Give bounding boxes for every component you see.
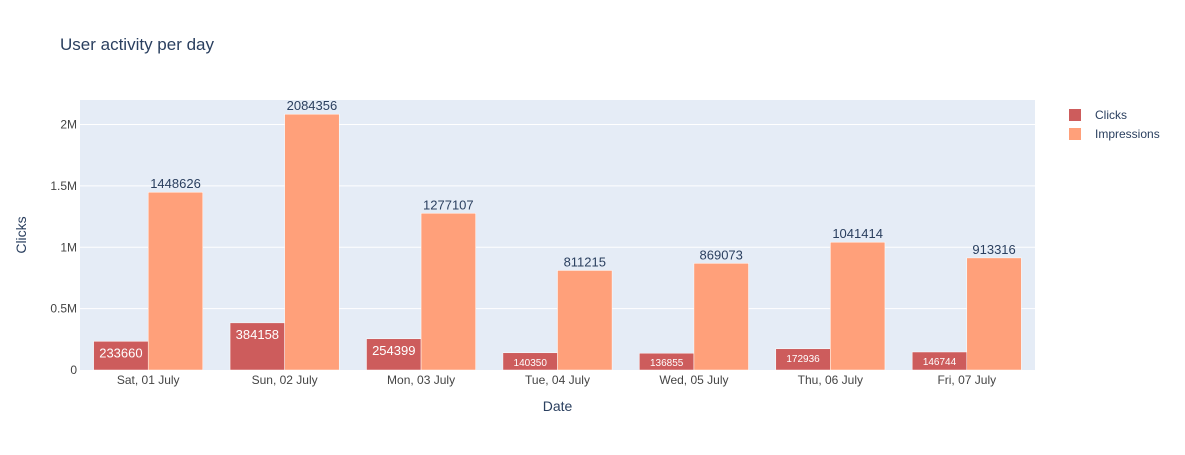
- y-tick-label: 0.5M: [50, 302, 77, 316]
- legend-item-clicks[interactable]: Clicks: [1069, 108, 1127, 122]
- bar-impressions-6: [830, 241, 886, 371]
- data-label-clicks: 140350: [514, 358, 548, 369]
- x-axis-title: Date: [543, 398, 573, 414]
- y-tick-label: 1.5M: [50, 179, 77, 193]
- y-tick-label: 0: [70, 363, 77, 377]
- data-label-impressions: 1277107: [423, 197, 474, 212]
- data-label-impressions: 913316: [972, 242, 1015, 257]
- x-tick-label: Thu, 06 July: [798, 373, 863, 387]
- x-tick-label: Sun, 02 July: [252, 373, 318, 387]
- y-axis-title: Clicks: [13, 216, 29, 253]
- bar-clicks-2: [229, 322, 285, 371]
- data-label-clicks: 384158: [236, 327, 279, 342]
- data-label-impressions: 811215: [564, 254, 606, 269]
- bar-impressions-1: [147, 191, 204, 371]
- legend-swatch: [1069, 128, 1081, 140]
- data-label-clicks: 233660: [99, 345, 142, 360]
- legend-label: Clicks: [1095, 108, 1127, 122]
- data-label-clicks: 146744: [923, 357, 957, 368]
- chart-title: User activity per day: [60, 35, 214, 54]
- data-label-clicks: 254399: [372, 343, 415, 358]
- bar-impressions-3: [420, 213, 476, 371]
- y-axis-ticks: 0 0.5M 1M 1.5M 2M: [50, 118, 77, 377]
- legend-label: Impressions: [1095, 127, 1160, 141]
- bar-labels: 233660 384158 254399 140350 136855 172936 1467…: [99, 98, 1016, 369]
- x-tick-label: Tue, 04 July: [525, 373, 590, 387]
- data-label-impressions: 1448626: [150, 176, 201, 191]
- legend-item-impressions[interactable]: Impressions: [1069, 127, 1160, 141]
- y-tick-label: 1M: [60, 240, 77, 254]
- data-label-impressions: 869073: [700, 247, 743, 262]
- y-tick-label: 2M: [60, 118, 77, 132]
- bar-clicks-1: [93, 341, 149, 371]
- bar-impressions-7: [966, 257, 1022, 371]
- data-label-clicks: 172936: [786, 354, 820, 365]
- x-axis-ticks: Sat, 01 July Sun, 02 July Mon, 03 July Tue,…: [117, 373, 996, 387]
- x-tick-label: Wed, 05 July: [659, 373, 728, 387]
- data-label-impressions: 2084356: [287, 98, 338, 113]
- legend: Clicks Impressions: [1069, 108, 1160, 141]
- bar-impressions-4: [557, 270, 613, 371]
- x-tick-label: Sat, 01 July: [117, 373, 180, 387]
- x-tick-label: Fri, 07 July: [937, 373, 996, 387]
- bars: [93, 113, 1022, 371]
- legend-swatch: [1069, 109, 1081, 121]
- bar-impressions-2: [284, 113, 340, 371]
- bar-clicks-3: [366, 338, 422, 371]
- x-tick-label: Mon, 03 July: [387, 373, 455, 387]
- data-label-clicks: 136855: [650, 358, 684, 369]
- bar-impressions-5: [693, 263, 749, 371]
- data-label-impressions: 1041414: [832, 226, 883, 241]
